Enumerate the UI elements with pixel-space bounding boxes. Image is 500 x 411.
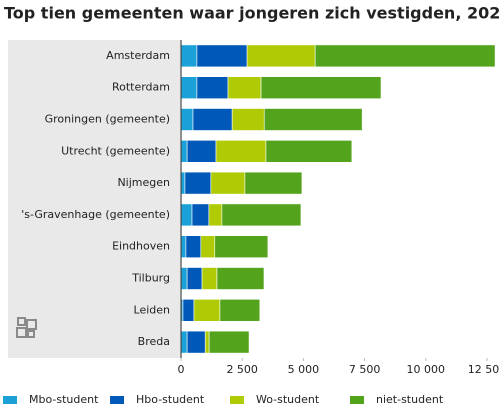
y-tick-label: Breda [138,335,170,348]
bar-segment [244,171,303,195]
bar-segment [180,235,187,258]
legend-swatch [110,396,124,404]
legend-label: niet-student [376,393,444,406]
bar-segment [260,76,382,99]
legend-label: Hbo-student [136,393,205,406]
bar-segment [265,140,353,163]
bar-segment [196,76,229,99]
y-tick-label: Amsterdam [106,49,170,62]
bar-segment [180,203,193,227]
bar-segment [184,171,212,195]
x-tick-label: 12 500 [468,363,500,376]
legend-swatch [230,396,244,404]
bar-segment [185,235,202,258]
y-tick-label: Groningen (gemeente) [45,113,170,126]
y-tick-label: Utrecht (gemeente) [61,144,170,157]
bar-segment [200,235,216,258]
bar-segment [227,76,262,99]
bar-segment [180,108,194,131]
bar-segment [214,235,269,258]
bar-segment [208,330,250,354]
x-tick-label: 2 500 [226,363,258,376]
bar-segment [180,330,188,354]
bar-segment [192,108,233,131]
bar-segment [186,267,203,290]
x-tick-label: 7 500 [349,363,381,376]
y-tick-label: Nijmegen [117,176,170,189]
label-panel [8,40,180,358]
bar-segment [314,44,496,68]
y-tick-label: 's-Gravenhage (gemeente) [21,208,170,221]
bar-segment [191,203,210,227]
legend-label: Mbo-student [29,393,99,406]
bar-segment [216,267,265,290]
bar-segment [210,171,246,195]
bar-segment [246,44,316,68]
bar-segment [186,140,217,163]
bar-segment [231,108,265,131]
bar-segment [186,330,206,354]
bar-segment [219,298,261,322]
bar-segment [193,298,221,322]
bar-segment [263,108,363,131]
y-tick-label: Rotterdam [112,81,170,94]
legend-swatch [350,396,364,404]
bar-segment [201,267,218,290]
bar-segment [180,76,198,99]
y-tick-label: Leiden [134,303,171,316]
chart-title: Top tien gemeenten waar jongeren zich ve… [4,4,500,23]
bar-segment [182,298,195,322]
legend-swatch [3,396,17,404]
legend-label: Wo-student [256,393,320,406]
logo [16,317,37,338]
bar-segment [208,203,223,227]
bar-segment [204,330,210,354]
bar-segment [180,140,188,163]
x-tick-label: 5 000 [288,363,320,376]
y-tick-label: Tilburg [131,272,170,285]
bar-segment [215,140,267,163]
x-tick-label: 10 000 [407,363,446,376]
bar-segment [180,267,188,290]
bar-segment [221,203,302,227]
x-tick-label: 0 [178,363,185,376]
y-tick-label: Eindhoven [112,240,170,253]
bar-segment [196,44,248,68]
bar-segment [180,44,198,68]
